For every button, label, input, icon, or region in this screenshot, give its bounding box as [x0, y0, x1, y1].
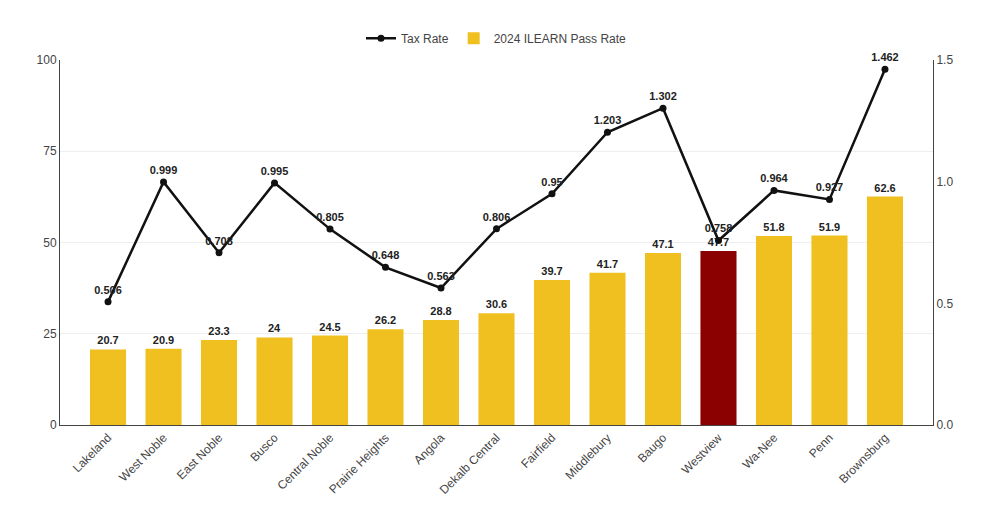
svg-text:100: 100: [37, 53, 57, 67]
svg-text:0.758: 0.758: [705, 222, 733, 234]
svg-text:Westview: Westview: [679, 431, 725, 477]
svg-text:30.6: 30.6: [486, 298, 507, 310]
svg-text:41.7: 41.7: [597, 258, 618, 270]
svg-text:Baugo: Baugo: [635, 431, 670, 466]
svg-text:47.1: 47.1: [652, 238, 673, 250]
svg-text:0.999: 0.999: [150, 164, 178, 176]
svg-text:Prairie Heights: Prairie Heights: [326, 431, 392, 497]
svg-text:50: 50: [43, 236, 57, 250]
svg-text:0.964: 0.964: [760, 172, 788, 184]
svg-text:25: 25: [43, 327, 57, 341]
svg-text:51.9: 51.9: [819, 221, 840, 233]
svg-text:0.805: 0.805: [316, 211, 344, 223]
svg-text:Middlebury: Middlebury: [562, 431, 613, 482]
svg-text:Dekalb Central: Dekalb Central: [437, 431, 503, 497]
svg-text:20.7: 20.7: [97, 334, 118, 346]
svg-text:1.0: 1.0: [936, 175, 953, 189]
svg-text:0: 0: [50, 418, 57, 432]
svg-text:51.8: 51.8: [763, 221, 784, 233]
svg-text:0.927: 0.927: [816, 181, 844, 193]
svg-text:West Noble: West Noble: [116, 431, 170, 485]
svg-text:23.3: 23.3: [208, 325, 229, 337]
svg-text:0.563: 0.563: [427, 270, 455, 282]
svg-text:Penn: Penn: [806, 431, 836, 461]
svg-text:1.302: 1.302: [649, 90, 677, 102]
svg-text:Fairfield: Fairfield: [518, 431, 558, 471]
svg-text:Lakeland: Lakeland: [70, 431, 114, 475]
svg-text:Busco: Busco: [247, 431, 281, 465]
svg-text:1.203: 1.203: [594, 114, 622, 126]
svg-text:Brownsburg: Brownsburg: [836, 431, 891, 486]
svg-text:39.7: 39.7: [541, 265, 562, 277]
svg-text:0.506: 0.506: [94, 284, 122, 296]
svg-text:75: 75: [43, 144, 57, 158]
svg-text:0.648: 0.648: [372, 249, 400, 261]
svg-text:Wa-Nee: Wa-Nee: [740, 431, 781, 472]
svg-text:1.5: 1.5: [936, 53, 953, 67]
svg-text:24.5: 24.5: [319, 321, 340, 333]
svg-text:1.462: 1.462: [871, 51, 899, 63]
svg-text:Central Noble: Central Noble: [275, 431, 337, 493]
svg-text:East Noble: East Noble: [174, 431, 226, 483]
svg-text:0.0: 0.0: [936, 418, 953, 432]
svg-text:0.708: 0.708: [205, 235, 233, 247]
svg-text:20.9: 20.9: [153, 334, 174, 346]
svg-text:0.95: 0.95: [541, 176, 562, 188]
svg-text:28.8: 28.8: [430, 305, 451, 317]
svg-text:2024 ILEARN Pass Rate: 2024 ILEARN Pass Rate: [494, 32, 626, 46]
svg-text:0.5: 0.5: [936, 297, 953, 311]
svg-text:24: 24: [268, 322, 281, 334]
svg-text:26.2: 26.2: [375, 314, 396, 326]
svg-text:Angola: Angola: [411, 431, 448, 468]
svg-text:Tax Rate: Tax Rate: [401, 32, 449, 46]
svg-text:62.6: 62.6: [874, 182, 895, 194]
svg-text:0.995: 0.995: [261, 165, 289, 177]
svg-text:0.806: 0.806: [483, 211, 511, 223]
svg-text:47.7: 47.7: [708, 236, 729, 248]
